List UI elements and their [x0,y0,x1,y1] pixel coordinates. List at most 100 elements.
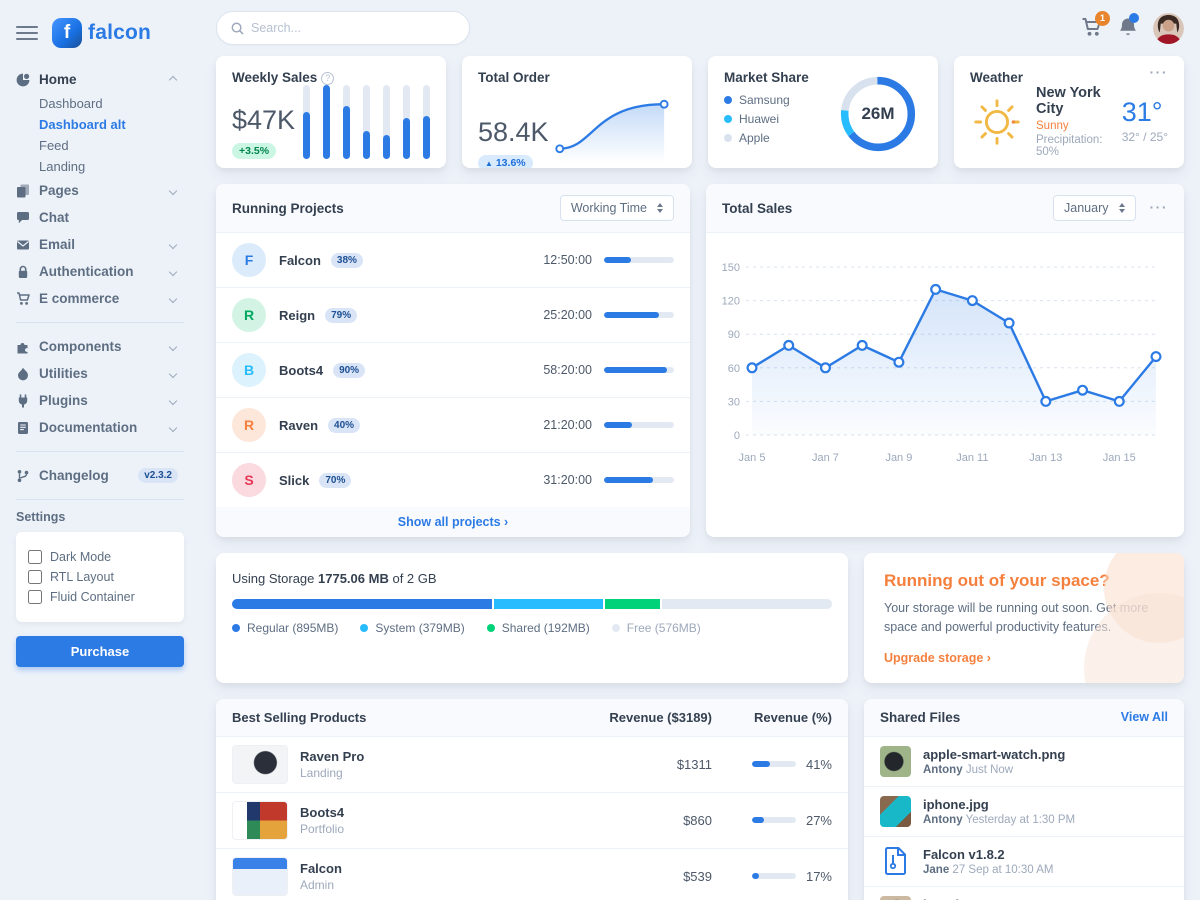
hamburger-menu-icon[interactable] [16,22,38,44]
plug-icon [18,394,28,407]
weather-temp: 31° [1121,97,1163,127]
project-row: F Falcon 38% 12:50:00 [216,233,690,288]
search-input[interactable] [251,21,455,35]
select-value: Working Time [570,201,647,215]
project-progress-badge: 38% [330,252,363,268]
svg-text:Jan 9: Jan 9 [885,452,912,464]
sidebar-item-label: Pages [39,183,79,198]
product-pct: 27% [805,812,832,828]
product-row[interactable]: Falcon Admin $539 17% [216,849,848,900]
user-avatar[interactable] [1153,12,1184,44]
cart-button[interactable]: 1 [1081,10,1110,40]
fire-icon [18,367,28,380]
sidebar-item-label: Home [39,72,77,87]
project-row: R Reign 79% 25:20:00 [216,288,690,343]
sidebar-item-utilities[interactable]: Utilities [16,360,200,387]
divider [16,322,184,323]
product-type: Landing [300,765,343,780]
project-time: 12:50:00 [543,253,592,267]
month-select[interactable]: January [1053,195,1136,221]
sidebar-item-components[interactable]: Components [16,333,200,360]
help-icon[interactable]: ? [321,71,335,85]
weather-city: New York City [1036,85,1101,117]
more-menu-icon[interactable]: ··· [1149,199,1168,216]
sidebar-item-landing[interactable]: Landing [39,159,86,174]
project-name-link[interactable]: Boots4 [279,362,324,378]
project-name-link[interactable]: Raven [279,417,319,433]
sidebar-item-ecommerce[interactable]: E commerce [16,285,200,312]
file-item[interactable]: iphone.jpg Antony Yesterday at 1:30 PM [864,787,1184,837]
notifications-button[interactable] [1119,12,1139,40]
project-name-link[interactable]: Falcon [279,252,321,268]
legend-dot [486,624,495,632]
sidebar-item-email[interactable]: Email [16,231,200,258]
space-body: Your storage will be running out soon. G… [884,601,1149,634]
sidebar-item-feed[interactable]: Feed [39,138,69,153]
sidebar-item-chat[interactable]: Chat [16,204,200,231]
falcon-logo[interactable]: f falcon [52,18,151,48]
file-time: Just Now [965,763,1014,776]
fluid-container-checkbox[interactable] [28,590,42,604]
product-thumbnail [232,856,288,896]
project-progress-badge: 40% [328,417,361,433]
sidebar-item-label: E commerce [39,291,120,306]
project-progress-bar [604,477,674,483]
market-share-legend: Samsung Huawei Apple [724,93,809,145]
sidebar-item-label: Chat [39,210,69,225]
legend-label: Shared (192MB) [501,621,590,635]
total-order-chart [554,99,669,163]
sidebar-item-dashboard[interactable]: Dashboard [39,96,103,111]
dark-mode-checkbox[interactable] [28,550,42,564]
chevron-down-icon [168,369,178,378]
product-row[interactable]: Boots4 Portfolio $860 27% [216,793,848,849]
chevron-down-icon [168,186,178,195]
purchase-button[interactable]: Purchase [16,636,184,667]
lock-icon [18,265,28,278]
shared-files-card: Shared Files View All apple-smart-watch.… [864,698,1184,900]
file-item[interactable]: Falcon v1.8.2 Jane 27 Sep at 10:30 AM [864,837,1184,887]
sidebar-item-authentication[interactable]: Authentication [16,258,200,285]
more-menu-icon[interactable]: ··· [1149,64,1168,80]
file-item[interactable]: iMac.jpg Rowen 23 Sep at 6:10 PM [864,887,1184,900]
sidebar-item-documentation[interactable]: Documentation [16,414,200,441]
upgrade-storage-link[interactable]: Upgrade storage › [884,650,991,665]
sidebar-item-pages[interactable]: Pages [16,177,200,204]
toggle-label: Fluid Container [50,590,135,604]
svg-text:0: 0 [734,430,740,442]
rtl-layout-checkbox[interactable] [28,570,42,584]
svg-text:Jan 11: Jan 11 [956,452,988,464]
file-item[interactable]: apple-smart-watch.png Antony Just Now [864,737,1184,787]
sidebar-item-label: Utilities [39,366,88,381]
file-thumbnail [880,895,911,900]
search-box[interactable] [216,11,470,45]
card-title: Weather [970,70,1024,85]
file-thumbnail [880,745,911,777]
product-row[interactable]: Raven Pro Landing $1311 41% [216,737,848,793]
show-all-projects-link[interactable]: Show all projects › [397,515,509,529]
project-row: R Raven 40% 21:20:00 [216,398,690,453]
rtl-layout-toggle[interactable]: RTL Layout [28,570,172,584]
project-avatar: S [232,463,266,497]
working-time-select[interactable]: Working Time [559,195,674,221]
chevron-down-icon [168,294,178,303]
project-name-link[interactable]: Slick [279,472,310,488]
project-progress-bar [604,257,674,263]
donut-center-value: 26M [861,104,895,123]
dark-mode-toggle[interactable]: Dark Mode [28,550,172,564]
product-thumbnail [232,800,288,840]
sidebar-item-home[interactable]: Home [16,66,200,93]
space-title: Running out of your space? [884,571,1110,590]
sidebar-item-changelog[interactable]: Changelog v2.3.2 [16,462,200,489]
project-time: 21:20:00 [543,418,592,432]
topbar: 1 [216,0,1184,56]
toggle-label: Dark Mode [50,550,112,564]
project-name-link[interactable]: Reign [279,307,316,323]
view-all-link[interactable]: View All [1120,710,1168,724]
fluid-container-toggle[interactable]: Fluid Container [28,590,172,604]
file-author: Jane [923,863,950,876]
legend-dot [724,115,732,123]
weekly-sales-value: $47K [232,105,296,135]
sidebar-item-plugins[interactable]: Plugins [16,387,200,414]
sidebar-item-dashboard-alt[interactable]: Dashboard alt [39,117,126,132]
project-progress-badge: 70% [319,472,352,488]
